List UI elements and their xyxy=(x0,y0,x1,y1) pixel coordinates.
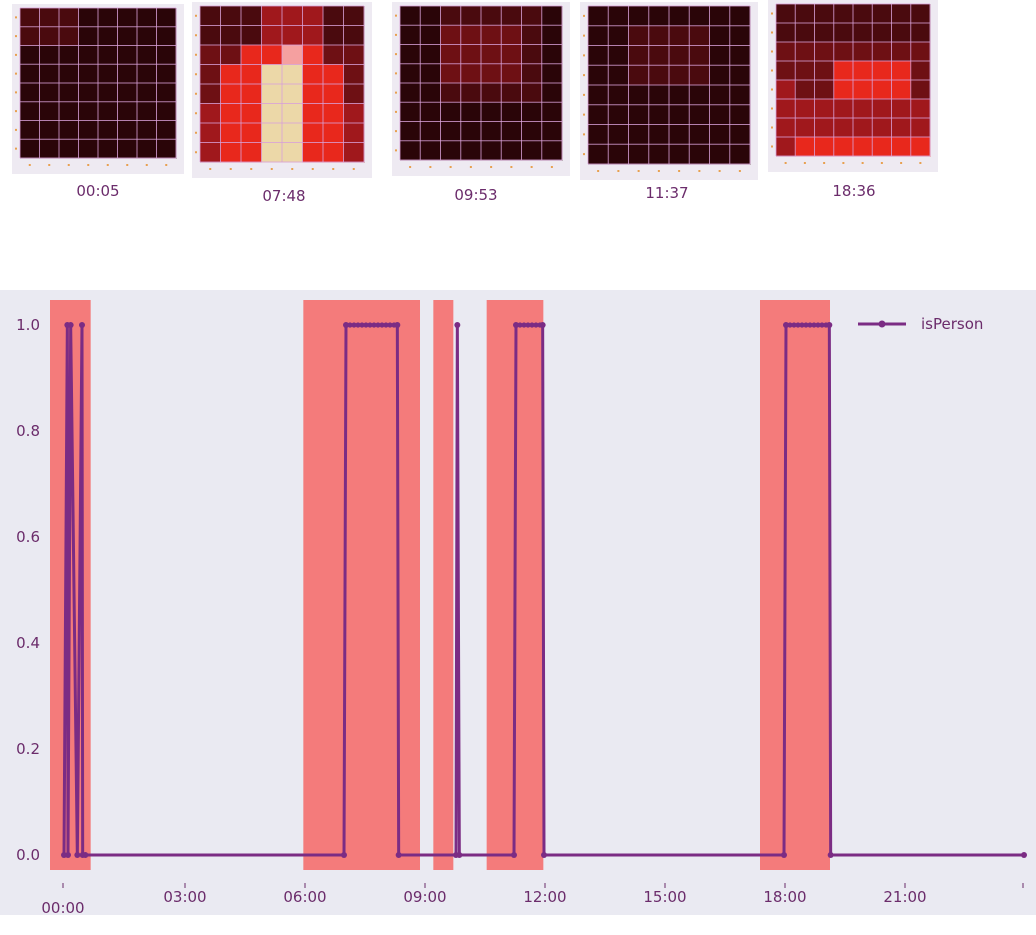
data-point xyxy=(525,322,531,328)
bottom-strip xyxy=(118,915,1036,935)
thermal-heatmap-5 xyxy=(768,0,938,172)
frame-time-label-5: 18:36 xyxy=(832,182,876,200)
thermal-frame-3 xyxy=(392,2,570,176)
data-point xyxy=(533,322,539,328)
data-point xyxy=(529,322,535,328)
data-point xyxy=(341,852,347,858)
x-tick-label: 03:00 xyxy=(163,888,206,906)
thermal-frame-4 xyxy=(580,2,758,180)
data-point xyxy=(807,322,813,328)
data-point xyxy=(511,852,517,858)
data-point xyxy=(456,852,463,858)
data-point xyxy=(347,322,353,328)
thermal-frame-5 xyxy=(768,0,938,172)
data-point xyxy=(387,322,393,328)
x-tick-label: 12:00 xyxy=(523,888,566,906)
data-point xyxy=(827,852,834,858)
x-tick-label: 15:00 xyxy=(643,888,686,906)
data-point xyxy=(1021,852,1027,858)
data-point xyxy=(819,322,825,328)
data-point xyxy=(355,322,361,328)
data-point xyxy=(787,322,793,328)
data-point xyxy=(363,322,369,328)
data-point xyxy=(803,322,809,328)
data-point xyxy=(541,852,547,858)
frame-time-label-3: 09:53 xyxy=(454,186,498,204)
thermal-heatmap-3 xyxy=(392,2,570,176)
y-tick-label: 1.0 xyxy=(16,316,40,334)
data-point xyxy=(74,852,81,858)
data-point xyxy=(781,852,787,858)
data-point xyxy=(395,852,402,858)
thermal-frame-1 xyxy=(12,4,184,174)
data-point xyxy=(823,322,829,328)
data-point xyxy=(375,322,381,328)
data-point xyxy=(517,322,523,328)
data-point xyxy=(367,322,373,328)
x-tick-label: 09:00 xyxy=(403,888,446,906)
y-tick-label: 0.6 xyxy=(16,528,40,546)
legend-marker xyxy=(878,320,886,328)
data-point xyxy=(783,322,789,328)
thermal-frame-2 xyxy=(192,2,372,178)
data-point xyxy=(815,322,821,328)
data-point xyxy=(791,322,797,328)
data-point xyxy=(799,322,805,328)
data-point xyxy=(454,322,461,328)
data-point xyxy=(513,322,519,328)
legend-label: isPerson xyxy=(921,315,983,333)
data-point xyxy=(351,322,357,328)
frame-time-label-2: 07:48 xyxy=(262,187,306,205)
thermal-heatmap-1 xyxy=(12,4,184,174)
y-tick-label: 0.2 xyxy=(16,740,40,758)
data-point xyxy=(537,322,543,328)
data-point xyxy=(343,322,349,328)
x-tick-label: 00:00 xyxy=(41,899,84,917)
data-point xyxy=(65,852,71,858)
frame-time-label-4: 11:37 xyxy=(645,184,689,202)
data-point xyxy=(82,852,89,858)
thermal-heatmap-4 xyxy=(580,2,758,180)
legend: isPerson xyxy=(858,315,983,333)
frame-time-label-1: 00:05 xyxy=(76,182,120,200)
series-line-isperson xyxy=(62,323,1024,857)
x-tick-label: 21:00 xyxy=(883,888,926,906)
highlight-span-3 xyxy=(433,300,454,870)
data-point xyxy=(371,322,377,328)
x-tick-label: 06:00 xyxy=(283,888,326,906)
x-tick-label: 18:00 xyxy=(763,888,806,906)
data-point xyxy=(379,322,385,328)
data-point xyxy=(795,322,801,328)
data-point xyxy=(391,322,397,328)
y-tick-label: 0.0 xyxy=(16,846,40,864)
data-point xyxy=(383,322,389,328)
data-point xyxy=(521,322,527,328)
y-tick-label: 0.4 xyxy=(16,634,40,652)
data-point xyxy=(79,322,85,328)
highlight-span-2 xyxy=(303,300,420,870)
isperson-line-chart: 0.0 0.2 0.4 0.6 0.8 1.0 00:00 03:00 06:00 09:00 12… xyxy=(0,290,1036,935)
data-point xyxy=(359,322,365,328)
data-point xyxy=(811,322,817,328)
thermal-thumbnails: 00:05 07:48 09:53 11:37 18:36 xyxy=(0,0,1036,215)
data-point xyxy=(67,322,74,328)
thermal-heatmap-2 xyxy=(192,2,372,178)
y-tick-label: 0.8 xyxy=(16,422,40,440)
highlight-span-5 xyxy=(760,300,830,870)
